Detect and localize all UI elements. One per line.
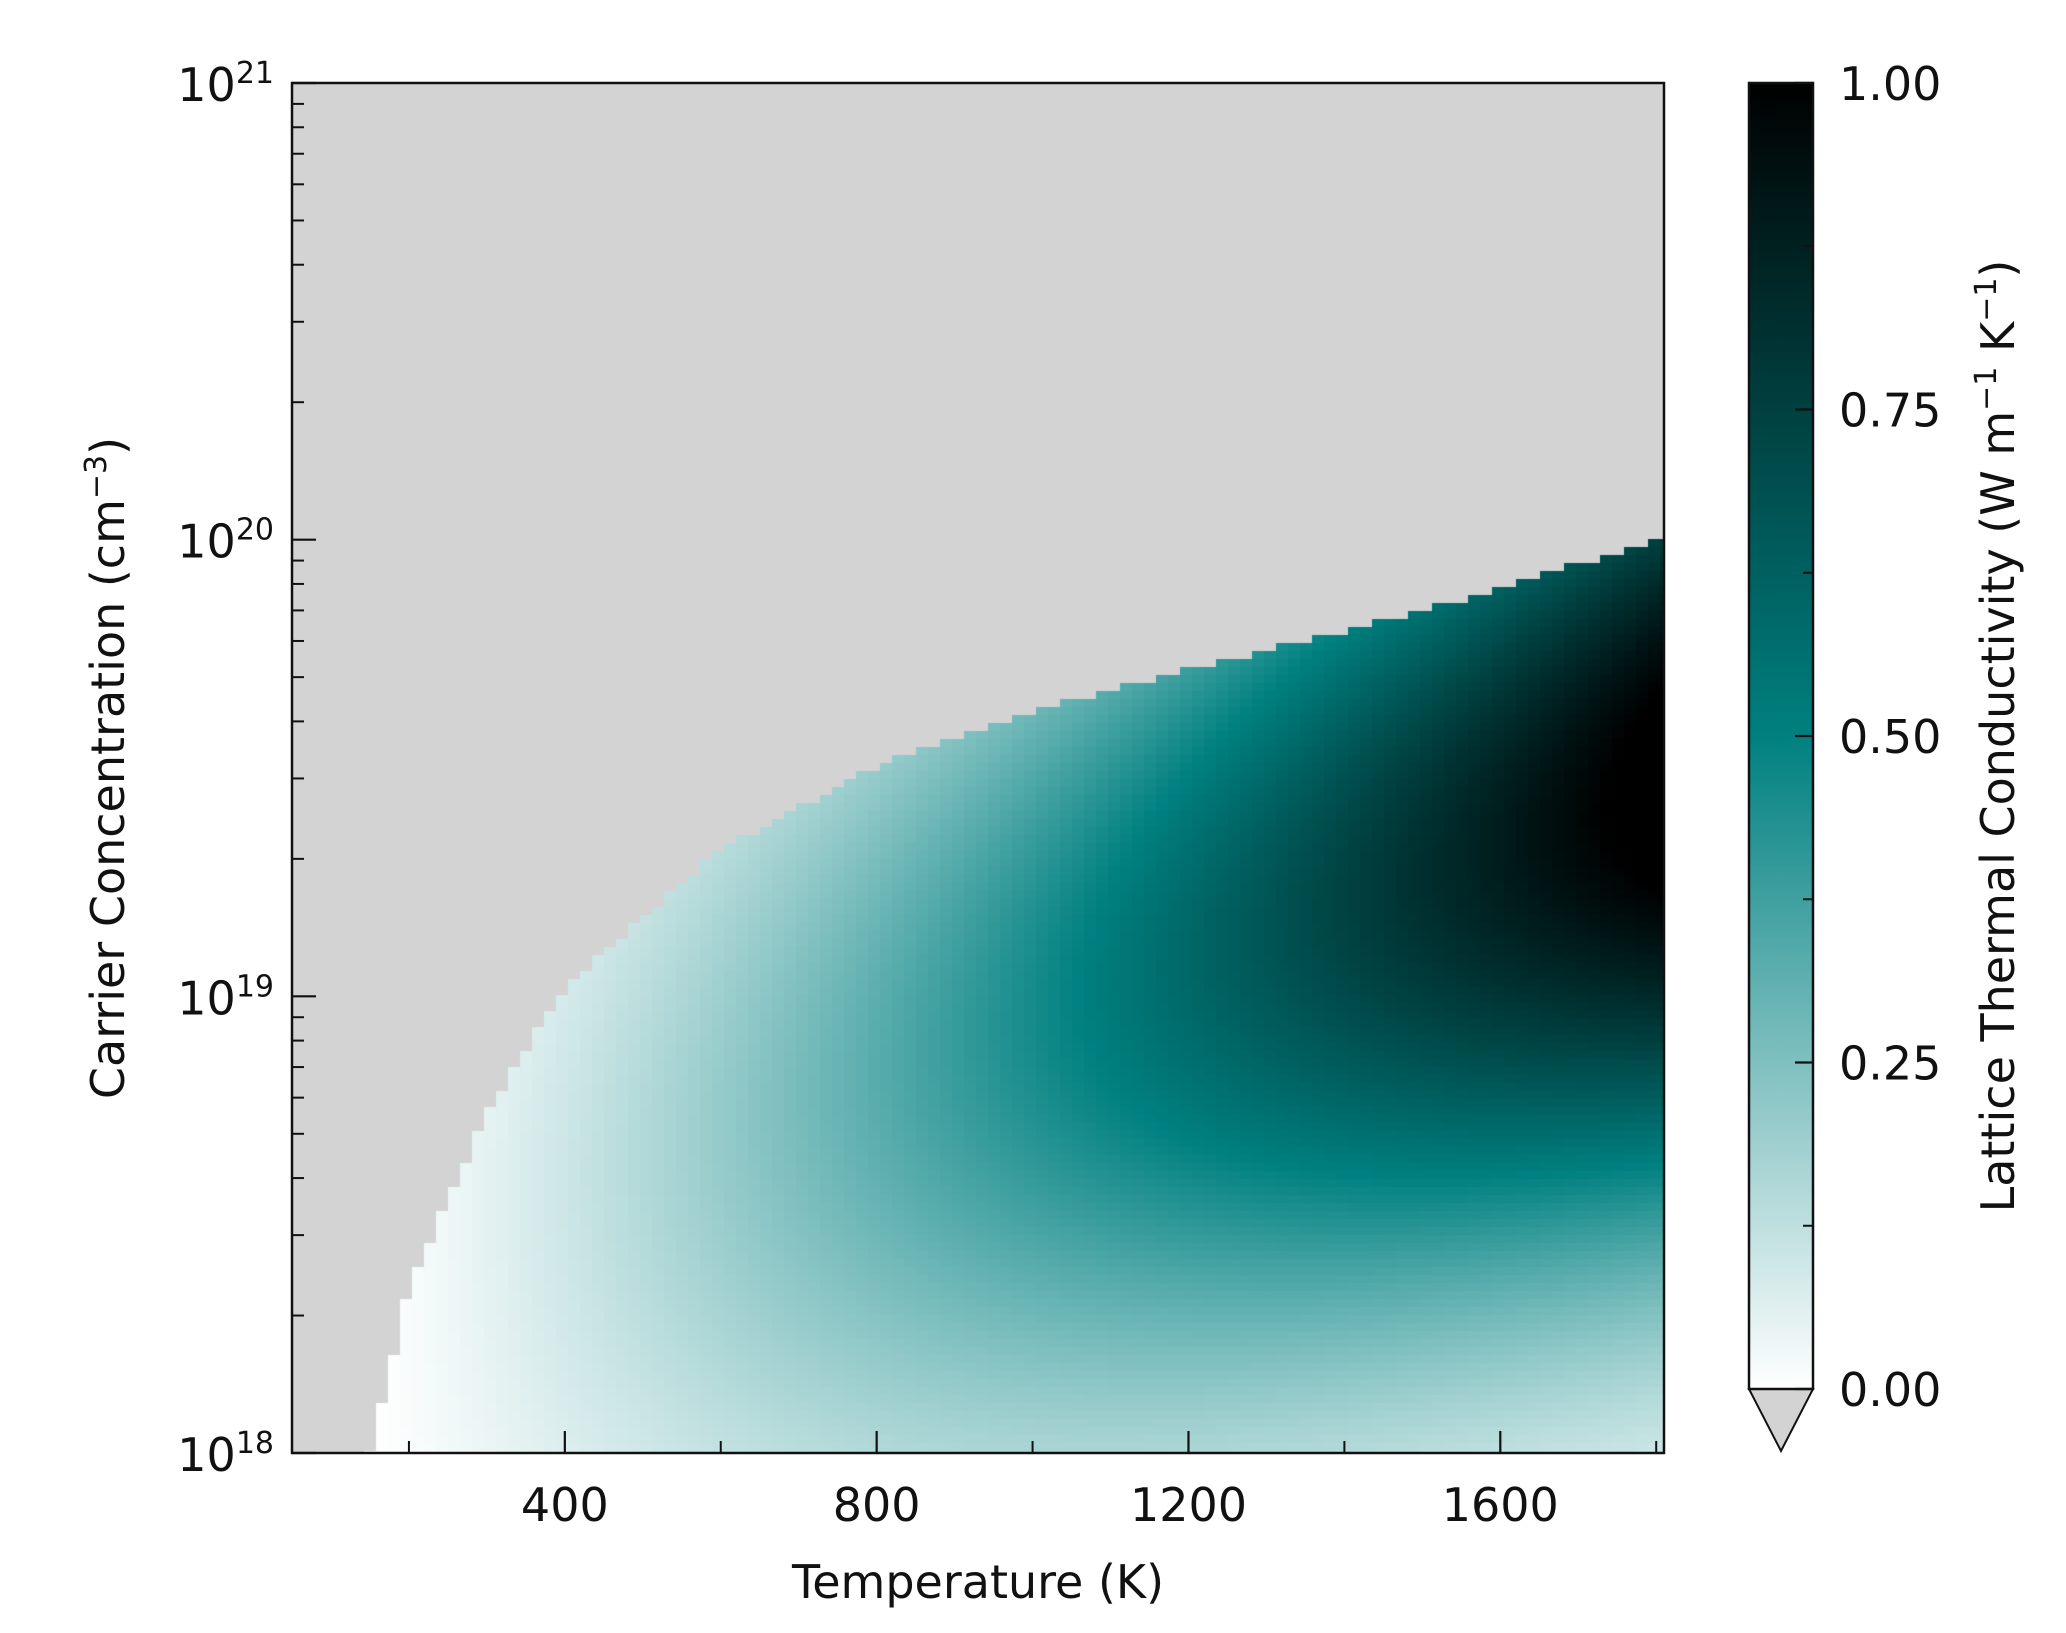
y-tick-label-exponent: 21: [236, 56, 274, 91]
y-tick-label: 1019: [177, 969, 274, 1025]
colorbar-label-end: ): [1971, 260, 2025, 278]
y-tick-label-base: 10: [177, 58, 236, 112]
y-axis-label-superscript: −3: [79, 455, 114, 499]
heatmap-image: [292, 83, 1664, 1453]
colorbar-label-superscript-1: −1: [1969, 367, 2004, 411]
y-tick-label: 1021: [177, 56, 274, 112]
colorbar-label-mid: K: [1971, 320, 2025, 367]
x-tick-label: 400: [521, 1478, 609, 1532]
x-tick-label: 1200: [1130, 1478, 1247, 1532]
y-tick-label-base: 10: [177, 515, 236, 569]
y-axis-label-main: Carrier Concentration (cm: [81, 499, 135, 1099]
y-tick-label-exponent: 20: [236, 513, 274, 548]
y-tick-label: 1018: [177, 1426, 274, 1482]
y-axis-label-end: ): [81, 437, 135, 455]
y-tick-label-base: 10: [177, 1428, 236, 1482]
y-tick-label-base: 10: [177, 971, 236, 1025]
x-axis-ticks: 400 800 1200 1600: [407, 1431, 1658, 1532]
x-tick-label: 800: [833, 1478, 921, 1532]
y-axis-label: Carrier Concentration (cm−3): [79, 437, 135, 1099]
colorbar-ticks: 0.00 0.25 0.50 0.75 1.00: [1795, 57, 1941, 1417]
colorbar-under-extension: [1747, 1388, 1815, 1454]
colorbar-label-superscript-2: −1: [1969, 278, 2004, 322]
colorbar-tick-label: 0.75: [1839, 384, 1941, 438]
plot-frame: [290, 81, 1666, 1455]
colorbar-tick-label: 0.50: [1839, 710, 1941, 764]
colorbar-label-main: Lattice Thermal Conductivity (W m: [1971, 411, 2025, 1213]
colorbar-label: Lattice Thermal Conductivity (W m−1 K−1): [1969, 260, 2025, 1213]
y-tick-label-exponent: 18: [236, 1426, 274, 1461]
colorbar-tick-label: 0.00: [1839, 1363, 1941, 1417]
x-axis-label: Temperature (K): [791, 1555, 1164, 1609]
x-tick-label: 1600: [1442, 1478, 1559, 1532]
y-tick-label: 1020: [177, 513, 274, 569]
colorbar-tick-label: 1.00: [1839, 57, 1941, 111]
y-tick-label-exponent: 19: [236, 969, 274, 1004]
colorbar: 0.00 0.25 0.50 0.75 1.00 Lattice Thermal Con…: [1747, 57, 2025, 1454]
colorbar-tick-label: 0.25: [1839, 1037, 1941, 1091]
